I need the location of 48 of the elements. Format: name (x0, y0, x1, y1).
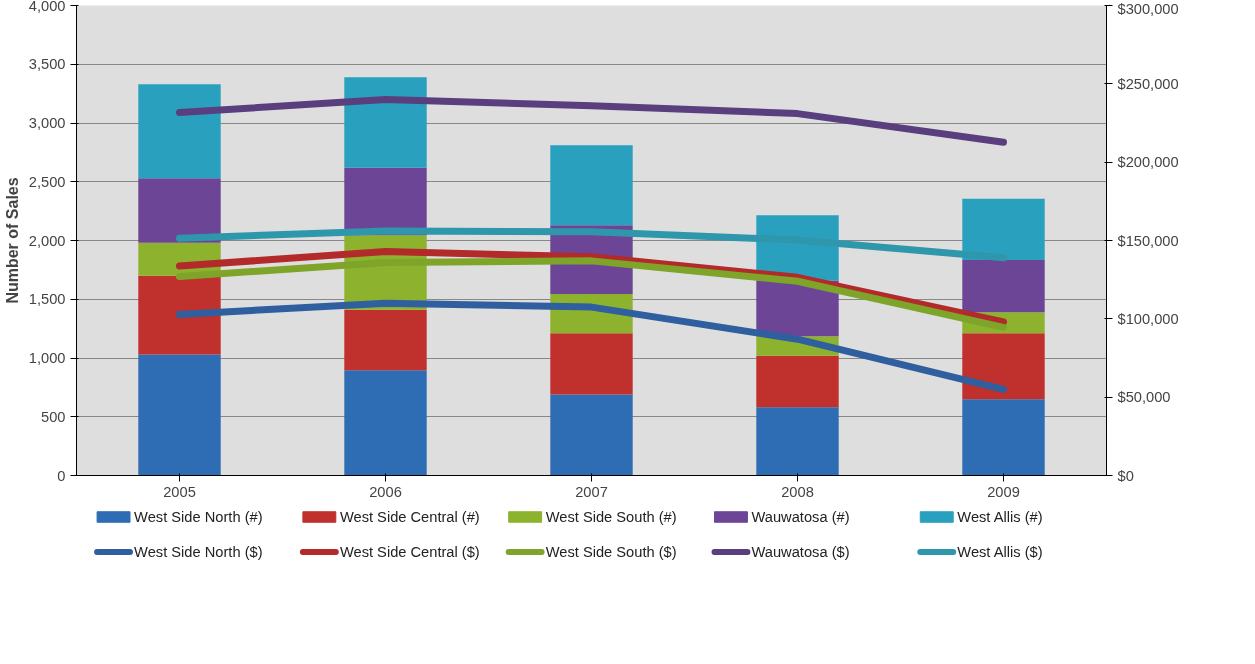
y-tick-label: 2,500 (28, 173, 66, 190)
x-tick-label: 2006 (369, 483, 402, 500)
x-tick-label: 2007 (575, 483, 608, 500)
bar (962, 198, 1045, 260)
bar (344, 370, 427, 476)
legend-label: West Side South (#) (545, 509, 677, 525)
y-tick-label: 1,000 (28, 350, 66, 366)
bar (550, 145, 633, 226)
bar (138, 275, 221, 355)
bar (344, 77, 427, 168)
legend-label: West Side South ($) (545, 544, 677, 560)
y-tick-label: 3,500 (28, 56, 66, 73)
y-tick-label: 0 (57, 467, 66, 484)
bar (138, 354, 221, 476)
y2-tick-label: $200,000 (1117, 154, 1179, 171)
x-tick-label: 2008 (781, 483, 814, 500)
bar (344, 309, 427, 371)
y-tick-label: 3,000 (28, 115, 66, 131)
y2-tick-label: $0 (1117, 467, 1134, 484)
legend-label: West Side North (#) (134, 509, 263, 525)
y-axis-title: Number of Sales (3, 177, 21, 304)
bar (962, 259, 1045, 313)
bar (138, 84, 221, 179)
bar (138, 178, 221, 243)
legend-label: West Allis (#) (957, 509, 1043, 525)
y2-tick-label: $150,000 (1117, 232, 1179, 249)
legend-label: West Side Central (#) (339, 509, 480, 525)
y2-tick-label: $50,000 (1117, 389, 1171, 406)
bar (550, 394, 633, 476)
y-tick-label: 500 (41, 408, 66, 425)
bar (962, 333, 1045, 400)
y-tick-label: 2,000 (28, 232, 66, 249)
legend-label: Wauwatosa ($) (751, 544, 850, 560)
legend-label: West Side North ($) (134, 544, 263, 560)
bar (550, 333, 633, 395)
y2-tick-label: $250,000 (1117, 75, 1179, 92)
y-tick-label: 4,000 (28, 0, 66, 14)
y2-tick-label: $100,000 (1117, 310, 1179, 327)
bar (756, 407, 839, 476)
legend-label: Wauwatosa (#) (751, 509, 850, 525)
legend-label: West Side Central ($) (339, 544, 480, 560)
bar (962, 399, 1045, 476)
x-tick-label: 2009 (987, 483, 1020, 500)
y-tick-label: 1,500 (28, 291, 66, 308)
x-tick-label: 2005 (163, 483, 196, 500)
y2-tick-label: $300,000 (1117, 0, 1179, 17)
legend-label: West Allis ($) (957, 544, 1043, 560)
bar (756, 355, 839, 408)
